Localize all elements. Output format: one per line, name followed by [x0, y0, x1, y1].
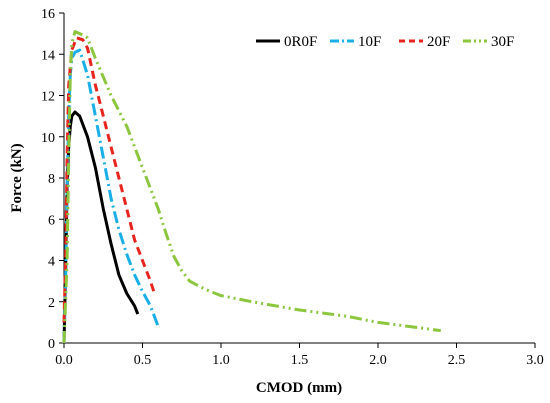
y-tick-label: 10: [41, 131, 55, 146]
y-tick-label: 2: [48, 296, 55, 311]
y-tick-label: 12: [41, 90, 55, 105]
x-tick-label: 2.5: [448, 353, 466, 368]
y-tick-label: 4: [48, 255, 55, 270]
legend: 0R0F 10F 20F 30F: [256, 34, 514, 50]
x-tick-label: 2.0: [369, 353, 387, 368]
y-tick-label: 0: [48, 337, 55, 352]
legend-label: 10F: [358, 34, 381, 50]
legend-label: 20F: [427, 34, 450, 50]
x-tick-label: 0.5: [134, 353, 152, 368]
series-line-10f: [62, 48, 160, 344]
y-tick-label: 16: [41, 7, 55, 22]
plot-area: 0.0 0.5 1.0 1.5 2.0 2.5 3.0 0 2 4 6 8 10 12 14 16: [41, 7, 544, 368]
x-ticks: 0.0 0.5 1.0 1.5 2.0 2.5 3.0: [55, 343, 544, 368]
y-tick-label: 14: [41, 48, 55, 63]
legend-label: 0R0F: [284, 34, 317, 50]
y-tick-label: 6: [48, 213, 55, 228]
series-line-30f: [62, 30, 441, 344]
x-axis-title: CMOD (mm): [256, 380, 342, 396]
x-tick-label: 1.0: [212, 353, 230, 368]
y-axis-title: Force (kN): [9, 143, 25, 212]
y-tick-label: 8: [48, 172, 55, 187]
x-tick-label: 3.0: [526, 353, 544, 368]
x-tick-label: 0.0: [55, 353, 73, 368]
x-tick-label: 1.5: [291, 353, 309, 368]
series-lines: [62, 30, 441, 344]
series-line-20f: [62, 36, 157, 323]
y-ticks: 0 2 4 6 8 10 12 14 16: [41, 7, 64, 352]
series-line-0r0f: [62, 110, 140, 344]
legend-label: 30F: [491, 34, 514, 50]
